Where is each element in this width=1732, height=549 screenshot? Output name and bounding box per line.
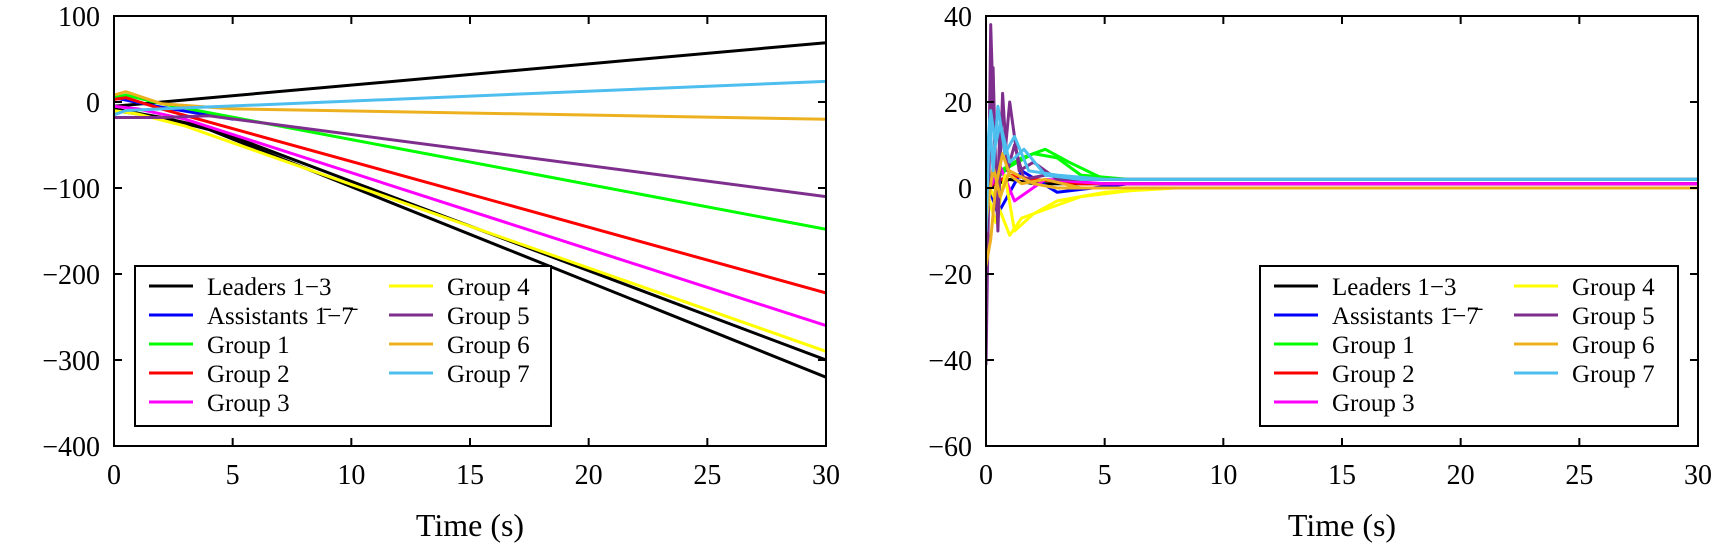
y-tick-label: −300 [42,346,100,377]
chart-positions: 0 5 10 15 20 25 30 100 0 −100 −200 −300 −400 Time (s)… [42,2,840,543]
y-tick-label: 0 [86,88,100,119]
legend-label: Leaders 1−3 [207,274,331,301]
x-tick-label: 10 [1209,460,1237,491]
y-tick-label: 0 [958,174,972,205]
legend-label: Assistants 1̄−7̄ [207,303,358,330]
legend-label: Group 3 [207,390,290,417]
y-tick-label: −100 [42,174,100,205]
series-line-7-1 [114,114,826,199]
legend-label: Group 5 [1572,303,1655,330]
y-tick-label: 100 [58,2,100,33]
chart-velocities: 0 5 10 15 20 25 30 40 20 0 −20 −40 −60 Time (s) Leader… [928,2,1712,543]
x-tick-label: 25 [693,460,721,491]
series-line-1-1 [114,41,826,108]
y-tick-label: −40 [928,346,972,377]
series-line-8-1 [114,90,826,121]
legend-label: Group 5 [447,303,530,330]
series-line-9-1 [114,79,826,117]
y-tick-label: 20 [944,88,972,119]
legend-label: Group 2 [1332,361,1415,388]
series-line-3-2 [986,147,1698,181]
x-tick-label: 25 [1565,460,1593,491]
x-axis-label: Time (s) [416,507,524,543]
legend-label: Group 1 [207,332,290,359]
x-tick-label: 15 [456,460,484,491]
series-line-8-1 [986,152,1698,267]
x-tick-label: 0 [107,460,121,491]
series-line-6-1 [114,109,826,353]
series-line-5-1 [114,104,826,328]
legend-label: Group 7 [447,361,530,388]
y-tick-label: −60 [928,432,972,463]
legend-label: Group 6 [447,332,530,359]
legend-box [134,265,552,427]
series-lines [986,23,1698,366]
legend-label: Group 2 [207,361,290,388]
legend-label: Group 6 [1572,332,1655,359]
legend-box [1259,265,1679,427]
legend-label: Group 7 [1572,361,1655,388]
legend-label: Group 4 [1572,274,1655,301]
x-tick-label: 20 [575,460,603,491]
x-tick-label: 0 [979,460,993,491]
x-tick-label: 30 [1684,460,1712,491]
x-tick-label: 15 [1328,460,1356,491]
series-line-9-1 [986,104,1698,233]
legend-label: Group 4 [447,274,530,301]
series-line-7-2 [986,66,1698,319]
series-lines [114,41,826,379]
x-tick-label: 30 [812,460,840,491]
legend-label: Group 1 [1332,332,1415,359]
y-tick-label: −400 [42,432,100,463]
x-tick-label: 5 [1098,460,1112,491]
legend-label: Group 3 [1332,390,1415,417]
x-tick-label: 5 [226,460,240,491]
y-tick-label: −20 [928,260,972,291]
x-axis-label: Time (s) [1288,507,1396,543]
y-tick-label: 40 [944,2,972,33]
legend-label: Assistants 1̄−7̄ [1332,303,1483,330]
series-line-4-1 [114,96,826,295]
x-tick-label: 20 [1447,460,1475,491]
legend-label: Leaders 1−3 [1332,274,1456,301]
series-line-3-1 [114,93,826,231]
y-tick-label: −200 [42,260,100,291]
series-line-9-2 [986,109,1698,181]
x-tick-label: 10 [337,460,365,491]
